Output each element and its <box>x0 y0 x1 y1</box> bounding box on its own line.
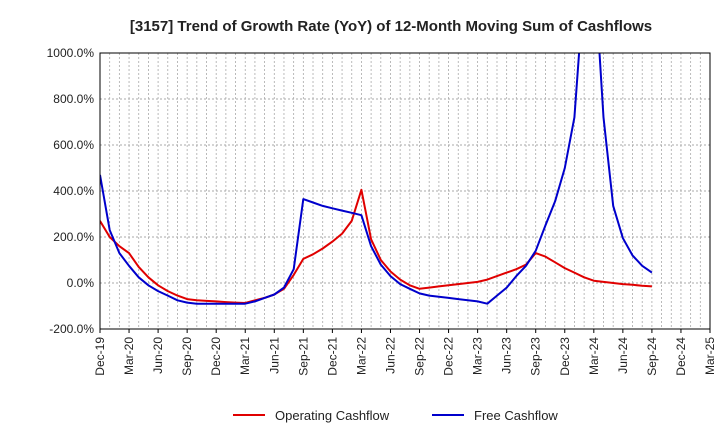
series-line-free-cashflow <box>100 53 653 305</box>
x-tick-label: Jun-23 <box>500 337 514 374</box>
x-tick-label: Jun-24 <box>616 337 630 374</box>
x-tick-label: Sep-21 <box>296 337 310 376</box>
y-tick-label: 200.0% <box>53 230 94 244</box>
series-line-operating-cashflow <box>100 188 652 304</box>
x-tick-label: Jun-22 <box>383 337 397 374</box>
x-tick-label: Dec-19 <box>93 337 107 376</box>
grid <box>100 53 710 329</box>
x-tick-label: Jun-20 <box>151 337 165 374</box>
x-tick-label: Sep-20 <box>180 337 194 376</box>
series-layer <box>100 53 653 305</box>
x-axis-ticks: Dec-19 Mar-20 Jun-20 Sep-20 Dec-20 Mar-21 Jun-… <box>93 329 717 376</box>
chart-title: [3157] Trend of Growth Rate (YoY) of 12-… <box>130 18 652 35</box>
x-tick-label: Dec-23 <box>558 337 572 376</box>
x-tick-label: Mar-23 <box>471 337 485 375</box>
x-tick-label: Jun-21 <box>267 337 281 374</box>
x-tick-label: Mar-22 <box>354 337 368 375</box>
y-tick-label: 400.0% <box>53 184 94 198</box>
y-tick-label: 600.0% <box>53 138 94 152</box>
x-tick-label: Mar-21 <box>238 337 252 375</box>
y-tick-label: 800.0% <box>53 92 94 106</box>
x-tick-label: Dec-20 <box>209 337 223 376</box>
legend-label-operating-cashflow: Operating Cashflow <box>275 408 390 423</box>
x-tick-label: Dec-21 <box>325 337 339 376</box>
y-axis-ticks: 1000.0% 800.0% 600.0% 400.0% 200.0% 0.0% -200.… <box>47 46 95 336</box>
x-tick-label: Sep-22 <box>413 337 427 376</box>
plot-frame <box>99 52 711 330</box>
x-tick-label: Dec-22 <box>442 337 456 376</box>
x-tick-label: Sep-24 <box>645 337 659 376</box>
x-tick-label: Mar-25 <box>703 337 717 375</box>
y-tick-label: -200.0% <box>49 322 94 336</box>
x-tick-label: Sep-23 <box>529 337 543 376</box>
legend-label-free-cashflow: Free Cashflow <box>474 408 558 423</box>
legend: Operating Cashflow Free Cashflow <box>233 408 558 423</box>
x-tick-label: Dec-24 <box>674 337 688 376</box>
x-tick-label: Mar-24 <box>587 337 601 375</box>
y-tick-label: 1000.0% <box>47 46 95 60</box>
y-tick-label: 0.0% <box>67 276 95 290</box>
x-tick-label: Mar-20 <box>122 337 136 375</box>
